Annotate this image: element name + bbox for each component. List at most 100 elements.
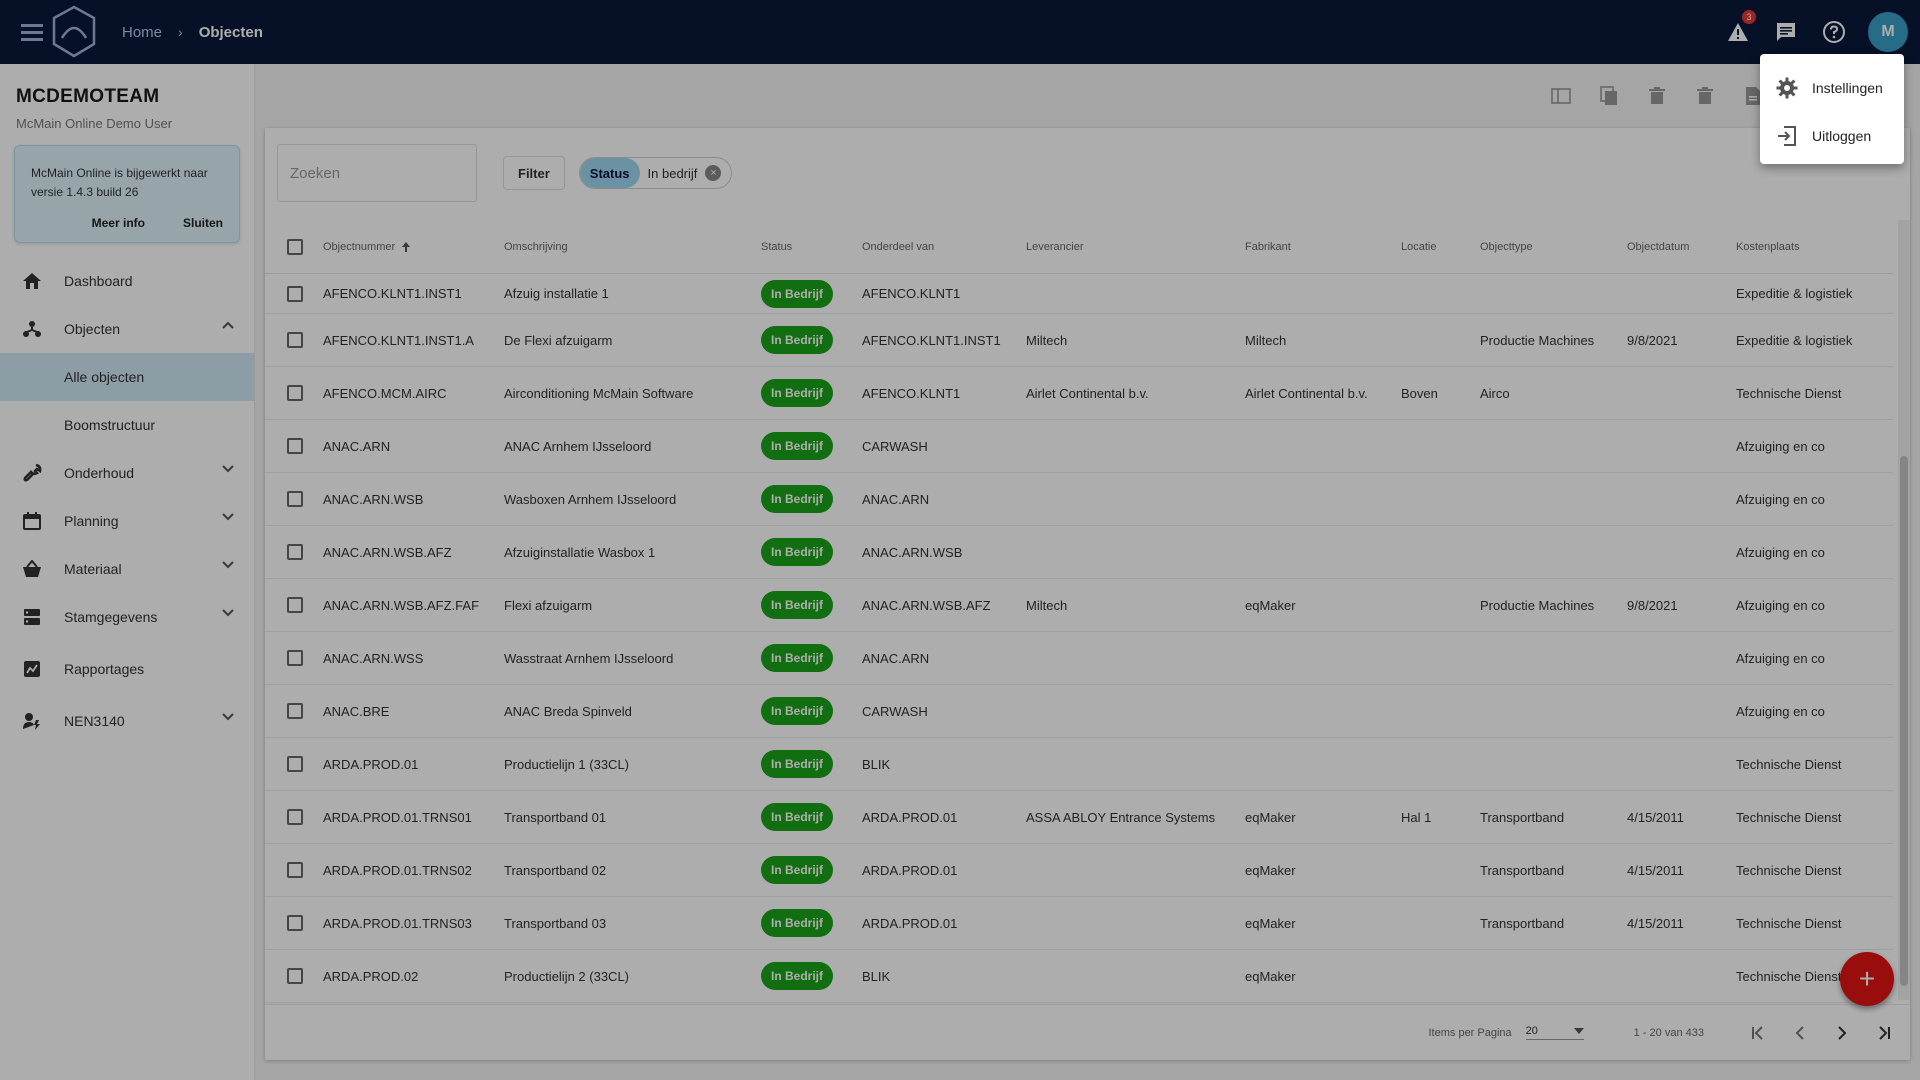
chat-button[interactable] [1772, 18, 1800, 46]
items-per-page-select[interactable]: 20 [1525, 1025, 1584, 1040]
sidebar-item-dashboard[interactable]: Dashboard [0, 257, 254, 305]
sidebar-item-onderhoud[interactable]: Onderhoud [0, 449, 254, 497]
previous-page-icon[interactable] [1790, 1023, 1810, 1043]
row-checkbox[interactable] [287, 862, 303, 878]
alert-button[interactable]: 3 [1724, 10, 1756, 46]
avatar[interactable]: M [1868, 12, 1908, 52]
header-leverancier[interactable]: Leverancier [1026, 240, 1084, 253]
cell-objecttype: Productie Machines [1480, 597, 1595, 613]
row-checkbox[interactable] [287, 915, 303, 931]
table-row[interactable]: ANAC.ARN.WSS Wasstraat Arnhem IJsseloord I… [265, 632, 1893, 685]
cell-objectnummer: ANAC.ARN.WSS [323, 650, 424, 666]
table-row[interactable]: ARDA.PROD.01.TRNS02 Transportband 02 In Be… [265, 844, 1893, 897]
chevron-down-icon [222, 609, 234, 617]
row-checkbox[interactable] [287, 756, 303, 772]
cell-leverancier: Airlet Continental b.v. [1026, 385, 1149, 401]
sidebar-item-label: NEN3140 [64, 713, 125, 729]
cell-onderdeel-van: ANAC.ARN.WSB.AFZ [862, 597, 991, 613]
copy-icon[interactable] [1598, 85, 1620, 107]
header-objectnummer[interactable]: Objectnummer [323, 241, 504, 253]
row-checkbox[interactable] [287, 385, 303, 401]
table-row[interactable]: ANAC.BRE ANAC Breda Spinveld In Bedrijf CAR… [265, 685, 1893, 738]
chevron-down-icon [222, 713, 234, 721]
cell-fabrikant: eqMaker [1245, 809, 1296, 825]
view-columns-icon[interactable] [1550, 85, 1572, 107]
add-object-button[interactable]: + [1840, 952, 1894, 1006]
pager-buttons [1748, 1023, 1894, 1043]
row-checkbox[interactable] [287, 544, 303, 560]
table-row[interactable]: ARDA.PROD.02 Productielijn 2 (33CL) In Bed… [265, 950, 1893, 1003]
close-notice-button[interactable]: Sluiten [182, 216, 223, 230]
table-header: Objectnummer Omschrijving Status Onderde… [265, 220, 1893, 274]
table-row[interactable]: ANAC.ARN.WSB.AFZ Afzuiginstallatie Wasbox… [265, 526, 1893, 579]
cell-kostenplaats: Expeditie & logistiek [1736, 332, 1853, 348]
row-checkbox[interactable] [287, 809, 303, 825]
header-status[interactable]: Status [761, 240, 793, 253]
select-all-checkbox[interactable] [287, 238, 303, 255]
header-onderdeel-van[interactable]: Onderdeel van [862, 240, 935, 253]
table-row[interactable]: ARDA.PROD.01.TRNS03 Transportband 03 In Be… [265, 897, 1893, 950]
cell-status: In Bedrijf [761, 538, 862, 566]
menu-item-uitloggen[interactable]: Uitloggen [1760, 112, 1904, 160]
sidebar-item-planning[interactable]: Planning [0, 497, 254, 545]
row-checkbox[interactable] [287, 597, 303, 613]
table-row[interactable]: ANAC.ARN.WSB Wasboxen Arnhem IJsseloord In… [265, 473, 1893, 526]
table-scrollbar[interactable] [1898, 220, 1910, 1000]
sidebar-item-objecten[interactable]: Objecten [0, 305, 254, 353]
table-row[interactable]: ARDA.PROD.01 Productielijn 1 (33CL) In Bed… [265, 738, 1893, 791]
logo-icon[interactable] [50, 4, 98, 60]
update-notice-actions: Meer info Sluiten [31, 216, 223, 230]
cell-omschrijving: Wasstraat Arnhem IJsseloord [504, 650, 674, 666]
sidebar-subitem-boomstructuur[interactable]: Boomstructuur [64, 417, 156, 433]
help-button[interactable] [1820, 18, 1848, 46]
menu-icon[interactable] [0, 0, 64, 64]
delete-icon[interactable] [1646, 85, 1668, 107]
row-checkbox[interactable] [287, 650, 303, 666]
sidebar-subitem-alle-objecten[interactable]: Alle objecten [0, 353, 254, 401]
filter-button[interactable]: Filter [503, 156, 565, 190]
row-checkbox[interactable] [287, 968, 303, 984]
row-checkbox[interactable] [287, 703, 303, 719]
header-kostenplaats[interactable]: Kostenplaats [1736, 240, 1800, 253]
first-page-icon[interactable] [1748, 1023, 1768, 1043]
sidebar-item-rapportages[interactable]: Rapportages [0, 641, 254, 697]
row-checkbox[interactable] [287, 491, 303, 507]
table-row[interactable]: ARDA.PROD.01.TRNS01 Transportband 01 In Be… [265, 791, 1893, 844]
header-locatie[interactable]: Locatie [1401, 240, 1437, 253]
cell-objectnummer: ANAC.ARN.WSB.AFZ.FAF [323, 597, 480, 613]
header-objectdatum[interactable]: Objectdatum [1627, 240, 1690, 253]
status-filter-chip[interactable]: Status In bedrijf × [578, 157, 733, 189]
row-checkbox[interactable] [287, 332, 303, 348]
row-checkbox[interactable] [287, 285, 303, 302]
cell-kostenplaats: Afzuiging en co [1736, 544, 1825, 560]
table-row[interactable]: AFENCO.MCM.AIRC Airconditioning McMain So… [265, 367, 1893, 420]
table-row[interactable]: AFENCO.KLNT1.INST1 Afzuig installatie 1 In… [265, 274, 1893, 314]
header-omschrijving[interactable]: Omschrijving [504, 240, 568, 253]
menu-item-instellingen[interactable]: Instellingen [1760, 64, 1904, 112]
sidebar-item-nen3140[interactable]: NEN3140 [0, 697, 254, 745]
top-bar: Home › Objecten 3 M [0, 0, 1920, 64]
table-row[interactable]: ANAC.ARN.WSB.AFZ.FAF Flexi afzuigarm In Be… [265, 579, 1893, 632]
table-row[interactable]: AFENCO.KLNT1.INST1.A De Flexi afzuigarm In… [265, 314, 1893, 367]
sidebar-item-stamgegevens[interactable]: Stamgegevens [0, 593, 254, 641]
scrollbar-thumb[interactable] [1900, 456, 1908, 986]
header-objecttype[interactable]: Objecttype [1480, 240, 1533, 253]
status-badge: In Bedrijf [761, 644, 834, 672]
archive-icon[interactable] [1694, 85, 1716, 107]
export-icon[interactable] [1742, 85, 1764, 107]
close-icon[interactable]: × [705, 165, 722, 181]
row-checkbox[interactable] [287, 438, 303, 454]
chevron-down-icon [222, 561, 234, 569]
cell-fabrikant: eqMaker [1245, 597, 1296, 613]
more-info-button[interactable]: Meer info [91, 216, 145, 230]
cell-onderdeel-van: ARDA.PROD.01 [862, 862, 958, 878]
breadcrumb-home[interactable]: Home [122, 23, 163, 41]
search-input[interactable]: Zoeken [277, 144, 477, 202]
status-badge: In Bedrijf [761, 697, 834, 725]
table-row[interactable]: ANAC.ARN ANAC Arnhem IJsseloord In Bedrijf… [265, 420, 1893, 473]
next-page-icon[interactable] [1832, 1023, 1852, 1043]
header-fabrikant[interactable]: Fabrikant [1245, 240, 1291, 253]
sidebar-item-materiaal[interactable]: Materiaal [0, 545, 254, 593]
last-page-icon[interactable] [1874, 1023, 1894, 1043]
